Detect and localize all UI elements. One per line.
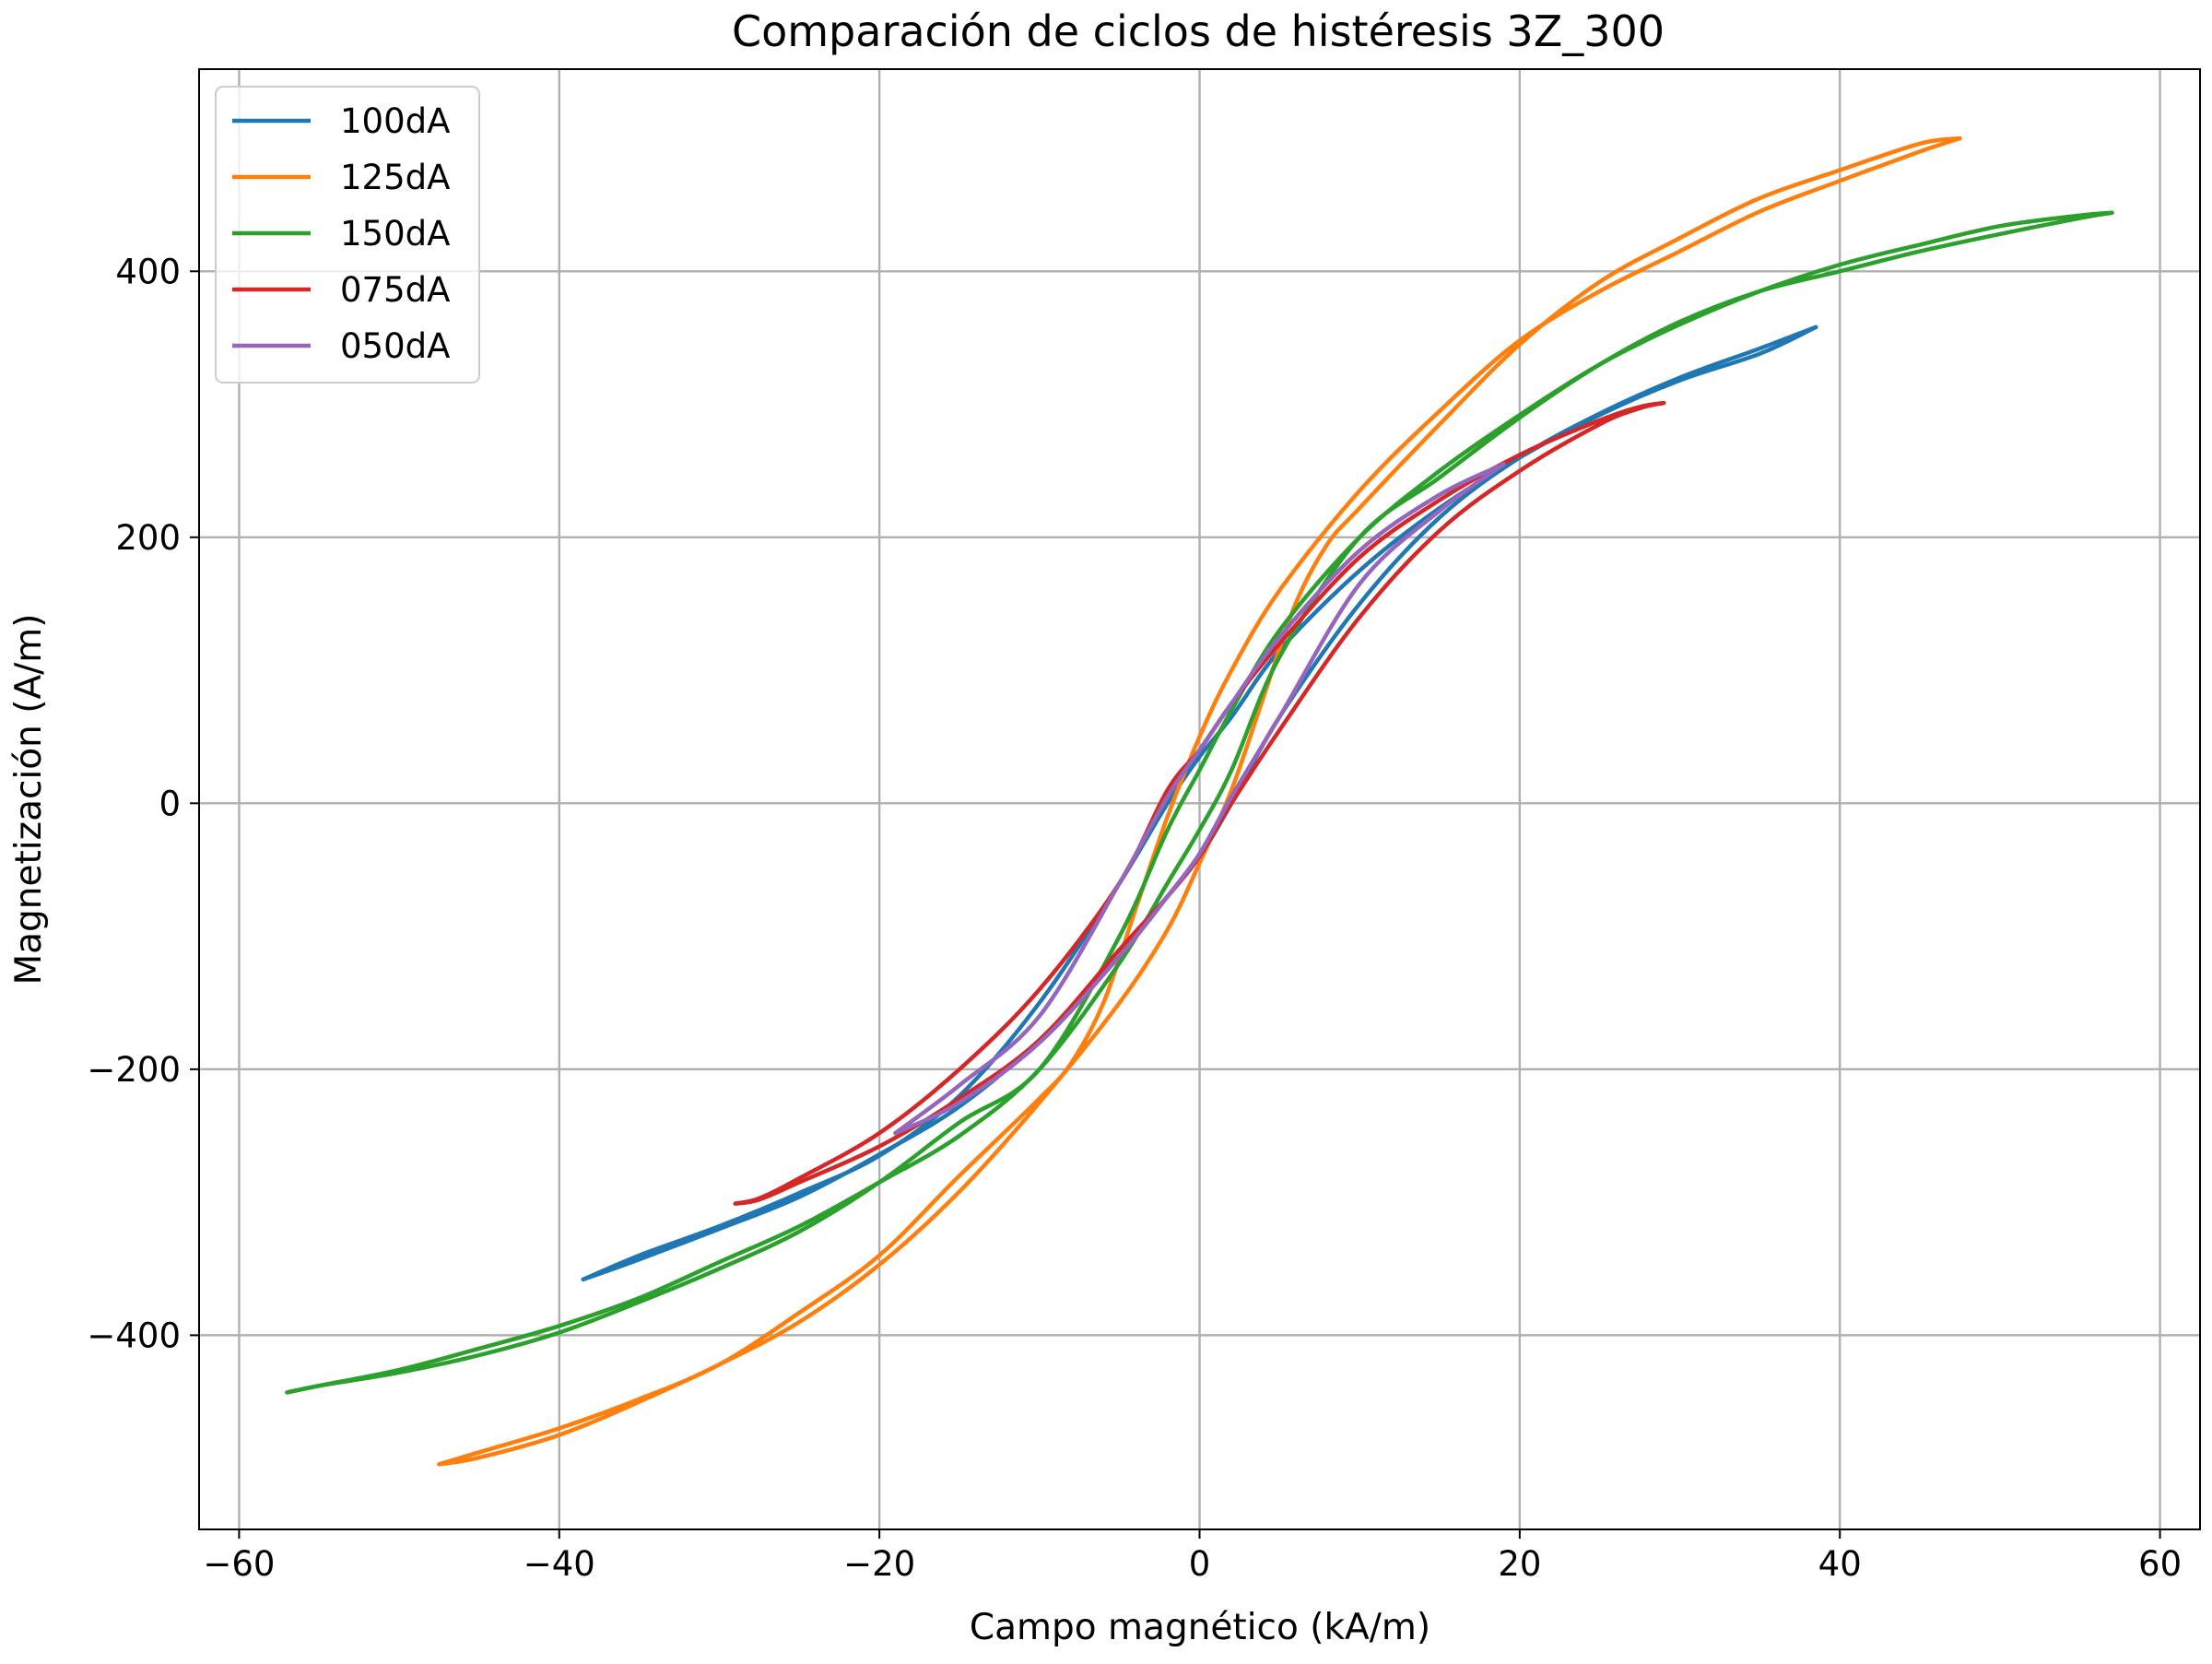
legend-label: 125dA	[340, 158, 450, 197]
series-125da-ascending-branch	[437, 136, 1962, 1467]
series-125da	[437, 136, 1962, 1467]
y-axis-label: Magnetización (A/m)	[8, 613, 50, 985]
series-150da	[285, 210, 2114, 1395]
legend-item-075da: 075dA	[232, 270, 450, 310]
x-tick-label: 60	[2138, 1544, 2182, 1584]
legend-item-050da: 050dA	[232, 326, 450, 366]
x-tick-label: 40	[1818, 1544, 1862, 1584]
legend-label: 075dA	[340, 270, 450, 310]
y-tick-label: 400	[115, 252, 181, 291]
legend-box	[215, 86, 480, 384]
legend-label: 050dA	[340, 326, 450, 366]
legend: 100dA 125dA 150dA 075dA 050dA	[215, 86, 480, 384]
series-150da-descending-branch	[285, 210, 2114, 1395]
x-tick-label: −40	[524, 1544, 595, 1584]
legend-item-125da: 125dA	[232, 158, 450, 197]
y-tick-label: −200	[87, 1050, 181, 1090]
series-150da-ascending-branch	[285, 210, 2114, 1395]
x-axis-label: Campo magnético (kA/m)	[970, 1607, 1430, 1648]
series-layer	[285, 136, 2114, 1467]
series-050da-descending-branch	[893, 462, 1506, 1136]
legend-item-150da: 150dA	[232, 214, 450, 254]
y-tick-label: −400	[87, 1316, 181, 1355]
series-050da-ascending-branch	[893, 462, 1506, 1136]
y-tick-label: 0	[159, 784, 181, 823]
legend-item-100da: 100dA	[232, 101, 450, 141]
x-tick-label: 20	[1498, 1544, 1541, 1584]
legend-label: 150dA	[340, 214, 450, 254]
y-tick-label: 200	[115, 518, 181, 558]
chart-title: Comparación de ciclos de histéresis 3Z_3…	[732, 6, 1665, 56]
series-050da	[893, 462, 1506, 1136]
legend-label: 100dA	[340, 101, 450, 141]
x-tick-label: 0	[1189, 1544, 1211, 1584]
x-tick-label: −20	[843, 1544, 915, 1584]
x-tick-label: −60	[203, 1544, 275, 1584]
